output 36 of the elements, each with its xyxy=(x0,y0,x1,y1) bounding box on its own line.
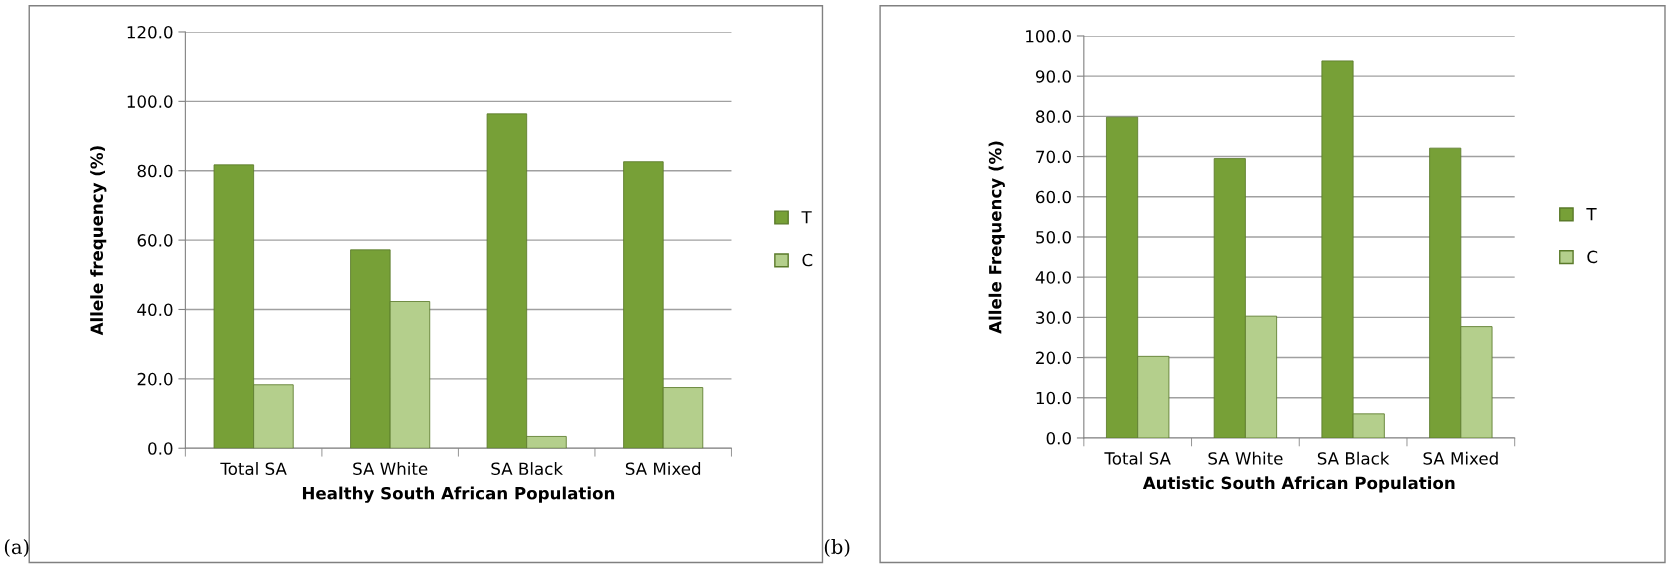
y-tick-label: 90.0 xyxy=(1035,70,1071,83)
y-tick-label: 120.0 xyxy=(127,25,173,39)
legend-label: C xyxy=(802,253,813,267)
y-tick-label: 60.0 xyxy=(137,234,173,247)
y-tick-label: 80.0 xyxy=(1036,110,1071,123)
x-tick-label: SA White xyxy=(353,462,428,476)
x-tick-label: SA Black xyxy=(491,462,563,476)
y-tick-label: 40.0 xyxy=(1035,271,1071,284)
legend-label: T xyxy=(801,211,812,224)
legend-label: C xyxy=(1587,250,1598,264)
x-axis-title: Healthy South African Population xyxy=(302,486,615,503)
x-tick-label: SA Black xyxy=(1317,451,1390,465)
text: (b) xyxy=(824,539,850,557)
y-tick-label: 100.0 xyxy=(127,95,173,108)
y-tick-label: 10.0 xyxy=(1036,391,1071,405)
y-axis-title: Allele Frequency (%) xyxy=(988,141,1005,334)
y-tick-label: 80.0 xyxy=(137,164,173,178)
x-tick-label: Total SA xyxy=(1104,451,1171,465)
y-tick-label: 100.0 xyxy=(1026,29,1071,43)
y-tick-label: 30.0 xyxy=(1036,311,1071,324)
x-tick-label: SA Mixed xyxy=(625,462,701,476)
y-tick-label: 40.0 xyxy=(137,303,173,317)
y-tick-label: 0.0 xyxy=(1046,431,1071,445)
y-tick-label: 60.0 xyxy=(1036,190,1071,204)
y-tick-label: 70.0 xyxy=(1036,150,1071,164)
x-tick-label: SA White xyxy=(1208,451,1283,465)
y-tick-label: 50.0 xyxy=(1036,230,1071,244)
x-axis-title: Autistic South African Population xyxy=(1142,476,1455,493)
x-tick-label: SA Mixed xyxy=(1423,451,1498,465)
y-tick-label: 0.0 xyxy=(148,442,173,455)
legend-label: T xyxy=(1586,208,1597,221)
y-tick-label: 20.0 xyxy=(1036,351,1071,365)
y-tick-label: 20.0 xyxy=(137,372,173,386)
x-tick-label: Total SA xyxy=(220,462,287,476)
text: (a) xyxy=(4,539,29,557)
y-axis-title: Allele frequency (%) xyxy=(90,146,107,336)
